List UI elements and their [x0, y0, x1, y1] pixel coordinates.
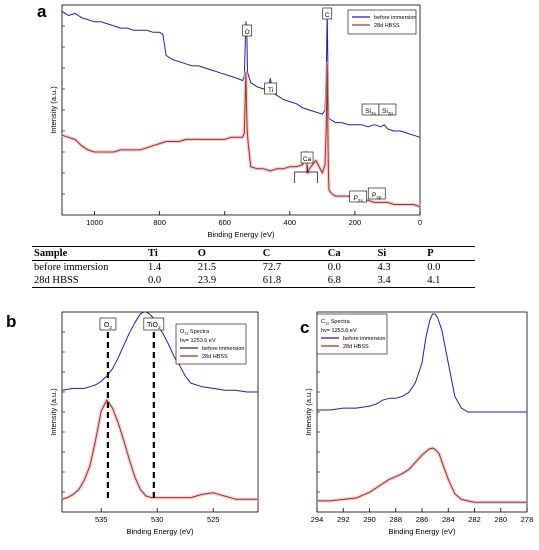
x-tick-label: 292 [337, 515, 350, 524]
legend-entry-28d: 28d HBSS [202, 354, 228, 360]
table-cell: 21.5 [197, 262, 217, 273]
x-tick-label: 278 [521, 515, 534, 524]
legend-box [175, 323, 247, 365]
table-header-sample: Sample [32, 246, 146, 261]
table-cell: 3.4 [375, 274, 426, 288]
x-axis-label: Binding Energy (eV) [388, 527, 456, 536]
peak-label-ti: Ti [268, 87, 273, 94]
legend-subtitle: hv= 1253.6 eV [180, 338, 216, 344]
peak-label-ca-box [300, 151, 314, 164]
table-header-c: C [260, 246, 326, 261]
peak-label-o-box [242, 24, 252, 37]
legend-entry-28d: 28d HBSS [374, 23, 400, 29]
series-a-before [61, 10, 421, 138]
table-header-o: O [195, 246, 261, 261]
table-cell: before immersion [34, 262, 109, 273]
x-tick-label: 0 [418, 218, 422, 227]
table-row: 28d HBSS 0.0 23.9 61.8 6.8 3.4 4.1 [32, 274, 475, 288]
series-b-28d [61, 399, 258, 500]
x-tick-label: 200 [349, 218, 362, 227]
peak-label-ti-box [264, 82, 277, 95]
x-tick-label: 280 [494, 515, 507, 524]
series-a-28d-glow [61, 62, 421, 209]
series-a-28d [61, 63, 421, 208]
legend-box [316, 313, 388, 355]
ref-label-box [99, 317, 117, 331]
legend-entry-before: before immersion [374, 15, 417, 21]
chart-o1s-spectrum: 535 530 525 Binding Energy (eV) Intensity (a… [49, 311, 259, 536]
peak-label-c-box [322, 7, 333, 20]
legend-box [347, 9, 417, 35]
peak-label-o: O [245, 29, 250, 36]
x-tick-label: 288 [389, 515, 402, 524]
table-header-ca: Ca [325, 246, 376, 261]
composition-table: Sample Ti O C Ca Si P before immersion 1.4 21.5 7… [32, 246, 475, 288]
table-cell: 61.8 [260, 274, 326, 288]
ca-bracket [294, 171, 318, 183]
peak-label-p2p-box [367, 187, 386, 200]
chart-survey-spectrum: 1000 800 600 400 200 0 Binding Energy (eV) Inte… [49, 4, 422, 239]
table-cell: 28d HBSS [32, 274, 146, 288]
x-tick-label: 535 [95, 515, 108, 524]
table-cell: 23.9 [195, 274, 261, 288]
x-tick-label: 282 [468, 515, 481, 524]
peak-label-c: C [325, 12, 330, 19]
series-b-28d-glow [61, 398, 258, 501]
peak-label-p2s: P2s [354, 195, 364, 203]
table-cell: 4.3 [377, 262, 391, 273]
table-header-p: P [425, 246, 475, 261]
table-header-si: Si [375, 246, 426, 261]
legend-entry-28d: 28d HBSS [343, 344, 369, 350]
peak-label-ca: Ca [303, 156, 312, 163]
x-tick-label: 525 [207, 515, 220, 524]
x-tick-label: 400 [284, 218, 297, 227]
table-cell: 1.4 [148, 262, 162, 273]
x-axis-label: Binding Energy (eV) [126, 527, 194, 536]
x-tick-label: 530 [151, 515, 164, 524]
table-cell: 0.0 [327, 262, 341, 273]
table-cell: 0.0 [427, 262, 441, 273]
panel-a-letter: a [37, 2, 47, 21]
peak-label-si2p-box [378, 103, 397, 116]
panel-c-letter: c [300, 318, 310, 337]
panel-b-letter: b [6, 312, 17, 331]
series-c-28d-glow [317, 446, 527, 505]
series-b-before [61, 311, 258, 393]
legend-entry-before: before immersion [202, 346, 245, 352]
table-cell: 6.8 [325, 274, 376, 288]
x-tick-label: 286 [416, 515, 429, 524]
ref-label-tio2: TiO2 [147, 322, 161, 331]
peak-label-p2p: P2p [372, 192, 382, 200]
x-tick-label: 800 [153, 218, 166, 227]
chart-c1s-spectrum: 294 292 290 288 286 284 282 280 278 Binding Energ… [304, 311, 534, 536]
table-cell: 4.1 [425, 274, 475, 288]
legend-title: O1s Spectra [180, 329, 210, 336]
x-tick-label: 1000 [86, 218, 103, 227]
table-header-ti: Ti [146, 246, 196, 261]
peak-label-p2s-box [349, 190, 367, 203]
legend-entry-before: before immersion [343, 336, 386, 342]
x-tick-label: 294 [311, 515, 324, 524]
table-row: before immersion 1.4 21.5 72.7 0.0 4.3 0.0 [32, 261, 475, 275]
y-axis-label: Intensity (a.u.) [49, 86, 58, 134]
ref-label-box [143, 317, 165, 331]
legend-subtitle: hv= 1253.6 eV [321, 328, 357, 334]
legend-title: C1s Spectra [321, 319, 351, 326]
y-axis-label: Intensity (a.u.) [304, 388, 313, 436]
table-cell: 0.0 [146, 274, 196, 288]
ref-label-o2: O2 [104, 322, 112, 331]
peak-label-si2s: Si2s [365, 108, 376, 116]
series-c-28d [317, 447, 527, 503]
x-tick-label: 284 [442, 515, 455, 524]
series-c-before [317, 313, 527, 413]
peak-label-si2p: Si2p [382, 108, 393, 116]
table-cell: 72.7 [262, 262, 282, 273]
y-axis-label: Intensity (a.u.) [49, 388, 58, 436]
x-axis-label: Binding Energy (eV) [207, 230, 275, 239]
x-tick-label: 600 [218, 218, 231, 227]
table-header-row: Sample Ti O C Ca Si P [32, 246, 475, 261]
x-tick-label: 290 [363, 515, 376, 524]
